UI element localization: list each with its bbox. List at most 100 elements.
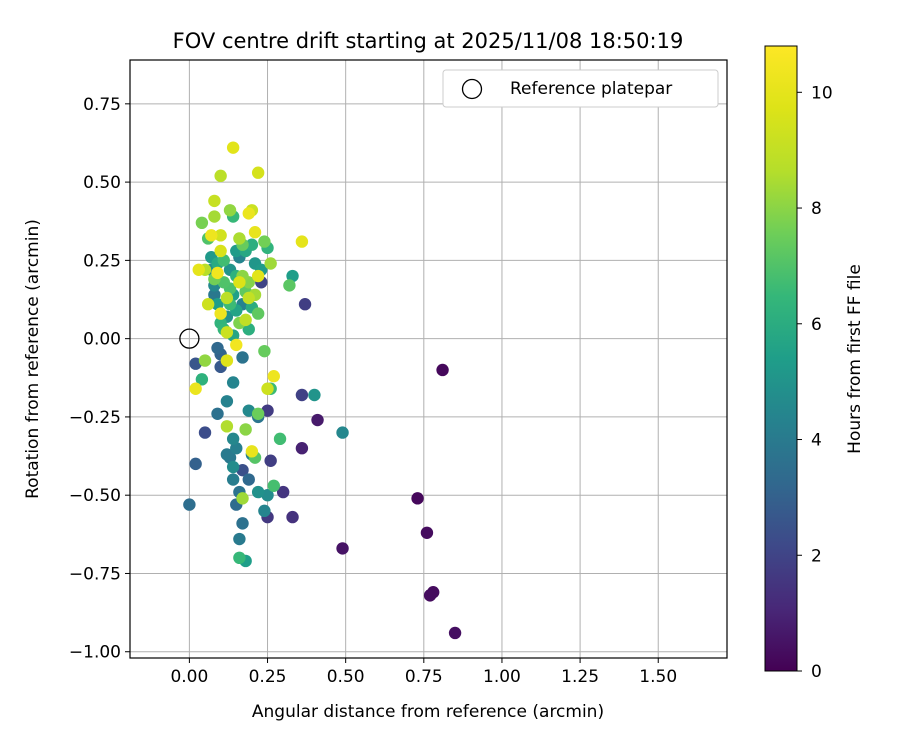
data-point	[295, 388, 309, 402]
data-point	[223, 204, 237, 217]
data-point	[211, 407, 224, 420]
data-point	[233, 276, 246, 289]
data-point	[242, 207, 255, 220]
data-point	[264, 257, 277, 270]
data-point	[436, 363, 449, 377]
data-point	[233, 551, 246, 565]
x-tick-label: 0.50	[327, 667, 365, 687]
data-point	[236, 492, 249, 505]
data-points	[179, 141, 462, 640]
data-point	[273, 432, 287, 446]
colorbar-tick-label: 10	[811, 83, 833, 103]
data-point	[267, 370, 280, 383]
data-point	[448, 626, 462, 640]
chart-title: FOV centre drift starting at 2025/11/08 …	[173, 29, 684, 53]
data-point	[242, 291, 255, 305]
data-point	[239, 313, 252, 327]
data-point	[261, 382, 274, 395]
data-point	[239, 423, 252, 436]
data-point	[283, 279, 296, 292]
data-point	[245, 238, 259, 251]
legend-reference-marker-icon	[461, 78, 483, 100]
data-point	[189, 357, 202, 370]
data-point	[198, 426, 212, 439]
data-point	[311, 413, 324, 427]
data-point	[248, 225, 262, 239]
data-point	[236, 517, 249, 530]
reference-platepar-marker	[179, 328, 200, 349]
data-point	[426, 586, 440, 599]
data-point	[230, 442, 243, 455]
data-point	[236, 463, 249, 477]
data-point	[276, 485, 290, 499]
x-tick-label: 0.75	[405, 667, 443, 687]
data-point	[295, 235, 309, 248]
data-point	[220, 395, 234, 408]
data-point	[201, 298, 215, 311]
data-point	[211, 341, 224, 355]
data-point	[195, 373, 209, 386]
data-point	[298, 298, 312, 311]
y-tick-label: 0.75	[83, 95, 121, 115]
data-point	[308, 388, 321, 402]
data-point	[217, 276, 230, 289]
data-point	[251, 485, 265, 499]
data-point	[242, 473, 255, 486]
data-point	[226, 460, 240, 474]
plot-frame	[129, 59, 728, 659]
data-point	[258, 504, 271, 518]
data-point	[214, 307, 227, 320]
data-point	[264, 454, 277, 467]
y-tick-label: −0.50	[69, 486, 121, 506]
colorbar-label: Hours from first FF file	[845, 264, 865, 454]
colorbar-tick-label: 2	[811, 546, 822, 566]
data-point	[214, 169, 227, 183]
x-tick-label: 1.25	[561, 667, 599, 687]
x-axis-label: Angular distance from reference (arcmin)	[252, 702, 604, 722]
data-point	[217, 254, 230, 267]
data-point	[220, 354, 234, 367]
data-point	[208, 288, 221, 302]
x-tick-label: 1.00	[483, 667, 521, 687]
data-point	[236, 351, 249, 364]
data-point	[211, 298, 224, 311]
data-point	[411, 492, 424, 505]
y-tick-label: 0.25	[83, 251, 121, 271]
data-point	[420, 526, 434, 539]
data-point	[258, 235, 271, 248]
data-point	[208, 210, 221, 223]
data-point	[189, 457, 202, 471]
data-point	[220, 448, 234, 461]
data-point	[242, 404, 255, 417]
data-point	[233, 232, 246, 245]
data-point	[251, 269, 265, 283]
y-tick-label: −1.00	[69, 643, 121, 663]
y-tick-label: −0.25	[69, 408, 121, 428]
y-axis-ticks: −1.00 −0.75 −0.50 −0.25 0.00 0.25 0.50 0.75	[69, 95, 130, 663]
colorbar-tick-label: 0	[811, 662, 822, 682]
x-tick-label: 1.50	[639, 667, 677, 687]
data-point	[205, 229, 218, 242]
data-point	[286, 269, 299, 283]
data-point	[295, 442, 309, 455]
data-point	[220, 420, 234, 433]
y-tick-label: 0.00	[83, 330, 121, 350]
data-point	[214, 244, 227, 258]
data-point	[251, 307, 265, 320]
data-point	[198, 354, 212, 367]
data-point	[286, 510, 299, 524]
data-point	[220, 326, 234, 339]
x-tick-label: 0.00	[170, 667, 208, 687]
colorbar	[764, 45, 798, 672]
data-point	[261, 404, 274, 417]
data-point	[251, 166, 265, 179]
data-point	[226, 376, 240, 389]
data-point	[258, 344, 271, 358]
data-point	[336, 426, 349, 439]
data-point	[226, 432, 240, 446]
y-tick-label: −0.75	[69, 564, 121, 584]
data-point	[226, 473, 240, 486]
colorbar-tick-label: 4	[811, 431, 822, 451]
y-axis-label: Rotation from reference (arcmin)	[23, 219, 43, 499]
